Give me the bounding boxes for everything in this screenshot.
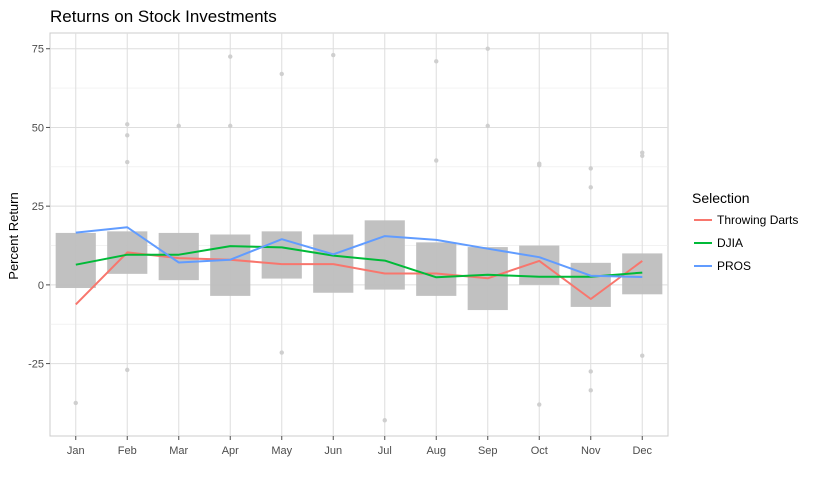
series-line — [75, 245, 643, 279]
x-tick-label: Dec — [632, 445, 652, 457]
x-tick-label: Jul — [378, 445, 392, 457]
y-axis-label: Percent Return — [6, 192, 21, 279]
legend-label: DJIA — [717, 236, 743, 250]
plot-panel: -25 0 25 50 75 Jan Feb Mar Apr May Jun Jul Aug Sep Oct… — [28, 32, 669, 457]
outlier-point — [382, 418, 387, 423]
outlier-point — [176, 123, 181, 129]
iqr-box — [364, 220, 405, 290]
outlier-point — [434, 59, 439, 64]
outlier-point — [125, 122, 130, 127]
iqr-box — [55, 232, 96, 289]
outlier-point — [588, 388, 593, 393]
x-tick-label: Sep — [478, 445, 498, 457]
outlier-point — [434, 158, 439, 163]
outlier-point — [125, 133, 130, 138]
outlier-point — [228, 123, 233, 129]
outlier-point — [485, 123, 490, 129]
outlier-point — [537, 163, 542, 168]
x-tick-label: Apr — [222, 445, 239, 457]
outlier-point — [537, 402, 542, 407]
outlier-point — [279, 350, 284, 355]
x-tick-label: Mar — [169, 445, 188, 457]
y-tick-label: 0 — [38, 280, 44, 292]
y-tick-label: 50 — [32, 122, 44, 134]
chart-title: Returns on Stock Investments — [50, 7, 277, 26]
x-tick-label: Aug — [426, 445, 446, 457]
y-tick-label: 75 — [32, 44, 44, 56]
iqr-box — [416, 242, 457, 296]
x-tick-label: Jan — [67, 445, 85, 457]
outlier-point — [228, 54, 233, 59]
outlier-point — [588, 369, 593, 374]
x-tick-label: Jun — [324, 445, 342, 457]
outlier-point — [588, 166, 593, 171]
outlier-point — [125, 159, 130, 165]
y-tick-label: -25 — [28, 359, 44, 371]
legend-label: Throwing Darts — [717, 213, 798, 227]
outlier-point — [73, 400, 78, 406]
outlier-point — [640, 150, 645, 155]
iqr-box — [210, 234, 251, 296]
outlier-point — [279, 71, 284, 77]
panel-border — [49, 32, 669, 437]
iqr-box — [570, 262, 611, 307]
x-tick-label: Oct — [531, 445, 548, 457]
legend-label: PROS — [717, 259, 751, 273]
outlier-point — [485, 46, 490, 51]
legend: Selection Throwing Darts DJIA PROS — [692, 190, 798, 273]
legend-title: Selection — [692, 190, 750, 206]
outlier-point — [331, 52, 336, 58]
series-line — [75, 226, 643, 278]
outlier-point — [640, 353, 645, 358]
outlier-point — [640, 153, 645, 158]
x-tick-label: May — [271, 445, 292, 457]
outlier-point — [125, 367, 130, 373]
x-tick-label: Feb — [118, 445, 137, 457]
x-tick-label: Nov — [581, 445, 601, 457]
y-tick-label: 25 — [32, 201, 44, 213]
outlier-point — [588, 185, 593, 190]
